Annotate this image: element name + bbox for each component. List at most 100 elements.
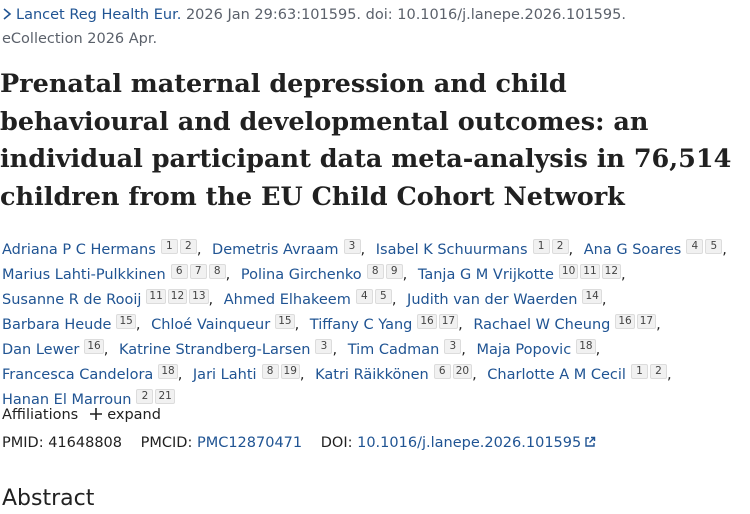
citation: Lancet Reg Health Eur. 2026 Jan 29:63:10… [2, 3, 626, 51]
affiliation-number[interactable]: 7 [189, 264, 207, 279]
author-separator: , [391, 292, 397, 308]
affiliation-number[interactable]: 11 [580, 264, 600, 279]
author-name[interactable]: Katrine Strandberg-Larsen [118, 342, 311, 358]
author-name[interactable]: Tim Cadman [347, 342, 440, 358]
author-name[interactable]: Hanan El Marroun [2, 392, 132, 408]
article-title: Prenatal maternal depression and child b… [0, 69, 732, 212]
expand-label: expand [107, 407, 161, 423]
expand-button[interactable]: expand [90, 407, 161, 423]
author: Barbara Heude 15, [2, 313, 140, 338]
affiliation-number[interactable]: 4 [355, 289, 373, 304]
affiliation-number[interactable]: 10 [558, 264, 579, 279]
author-name[interactable]: Charlotte A M Cecil [487, 367, 626, 383]
doi-label: DOI: [320, 435, 353, 451]
affiliation-number[interactable]: 16 [84, 339, 104, 354]
author-name[interactable]: Susanne R de Rooij [2, 292, 142, 308]
author-name[interactable]: Chloé Vainqueur [151, 317, 271, 333]
affiliation-number[interactable]: 2 [179, 239, 197, 254]
affiliation-number[interactable]: 5 [705, 239, 723, 254]
author-separator: , [595, 342, 601, 358]
affiliation-number[interactable]: 6 [170, 264, 188, 279]
author-name[interactable]: Dan Lewer [2, 342, 80, 358]
author: Charlotte A M Cecil 1 2, [487, 363, 672, 388]
plus-icon [90, 408, 103, 420]
author: Katri Räikkönen 6 20, [315, 363, 477, 388]
affiliation-number[interactable]: 13 [189, 289, 209, 304]
affiliation-number[interactable]: 17 [636, 314, 657, 329]
author: Adriana P C Hermans 1 2, [2, 238, 201, 263]
author: Marius Lahti-Pulkkinen 6 7 8, [2, 263, 230, 288]
affiliation-number[interactable]: 2 [136, 389, 154, 404]
affiliation-number[interactable]: 3 [315, 339, 333, 354]
affiliation-number[interactable]: 17 [438, 314, 459, 329]
author-list: Adriana P C Hermans 1 2, Demetris Avraam 3,… [2, 238, 737, 413]
affiliation-number[interactable]: 18 [158, 364, 178, 379]
author-name[interactable]: Marius Lahti-Pulkkinen [2, 267, 166, 283]
affiliation-number[interactable]: 3 [343, 239, 361, 254]
author: Isabel K Schuurmans 1 2, [376, 238, 573, 263]
affiliation-number[interactable]: 2 [551, 239, 569, 254]
affiliation-number[interactable]: 8 [261, 364, 279, 379]
affiliation-number[interactable]: 1 [160, 239, 178, 254]
affiliation-number[interactable]: 9 [385, 264, 403, 279]
author-separator: , [666, 367, 672, 383]
author-separator: , [294, 317, 300, 333]
author-name[interactable]: Isabel K Schuurmans [375, 242, 528, 258]
chevron-icon [3, 8, 12, 20]
affiliation-number[interactable]: 8 [366, 264, 384, 279]
affiliation-number[interactable]: 12 [167, 289, 188, 304]
author-separator: , [299, 367, 305, 383]
affiliation-number[interactable]: 15 [116, 314, 136, 329]
author-separator: , [177, 367, 183, 383]
affiliation-number[interactable]: 21 [155, 389, 175, 404]
affiliation-number[interactable]: 15 [275, 314, 295, 329]
external-link-icon [585, 436, 596, 447]
author-name[interactable]: Polina Girchenko [240, 267, 362, 283]
author-name[interactable]: Jari Lahti [192, 367, 257, 383]
author-name[interactable]: Rachael W Cheung [473, 317, 611, 333]
author-separator: , [461, 342, 466, 358]
affiliation-number[interactable]: 16 [615, 314, 635, 329]
affiliation-number[interactable]: 18 [576, 339, 596, 354]
author-name[interactable]: Barbara Heude [2, 317, 112, 333]
affiliation-number[interactable]: 20 [452, 364, 473, 379]
affiliation-number[interactable]: 4 [686, 239, 704, 254]
author: Susanne R de Rooij 11 12 13, [2, 288, 213, 313]
pmid-label: PMID: [2, 435, 44, 451]
pmcid-link[interactable]: PMC12870471 [196, 435, 303, 451]
affiliation-number[interactable]: 11 [146, 289, 166, 304]
affiliation-number[interactable]: 8 [208, 264, 226, 279]
author-name[interactable]: Katri Räikkönen [315, 367, 429, 383]
author-name[interactable]: Demetris Avraam [212, 242, 339, 258]
journal-link[interactable]: Lancet Reg Health Eur. [16, 7, 182, 23]
author-name[interactable]: Maja Popovic [476, 342, 572, 358]
author-name[interactable]: Tiffany C Yang [309, 317, 413, 333]
affiliations-toggle[interactable]: Affiliations expand [2, 403, 161, 427]
author-name[interactable]: Tanja G M Vrijkotte [417, 267, 554, 283]
affiliation-number[interactable]: 16 [417, 314, 437, 329]
affiliation-number[interactable]: 6 [433, 364, 451, 379]
affiliation-number[interactable]: 14 [582, 289, 602, 304]
affiliation-number[interactable]: 3 [444, 339, 462, 354]
author: Ana G Soares 4 5, [584, 238, 727, 263]
author: Tiffany C Yang 16 17, [310, 313, 463, 338]
affiliation-number[interactable]: 2 [649, 364, 667, 379]
affiliation-number[interactable]: 1 [630, 364, 648, 379]
affiliation-number[interactable]: 19 [280, 364, 300, 379]
author-name[interactable]: Ahmed Elhakeem [223, 292, 351, 308]
author-name[interactable]: Judith van der Waerden [407, 292, 578, 308]
author: Dan Lewer 16, [2, 338, 108, 363]
identifiers: PMID: 41648808 PMCID: PMC12870471 DOI: 1… [2, 431, 596, 455]
affiliation-number[interactable]: 1 [532, 239, 550, 254]
author-name[interactable]: Ana G Soares [583, 242, 682, 258]
affiliation-number[interactable]: 5 [374, 289, 392, 304]
author: Hanan El Marroun 2 21 [2, 388, 175, 413]
author: Judith van der Waerden 14, [407, 288, 606, 313]
affiliation-number[interactable]: 12 [601, 264, 622, 279]
doi-link[interactable]: 10.1016/j.lanepe.2026.101595 [357, 435, 596, 451]
author-separator: , [601, 292, 607, 308]
author-name[interactable]: Francesca Candelora [2, 367, 154, 383]
author: Jari Lahti 8 19, [193, 363, 305, 388]
author-name[interactable]: Adriana P C Hermans [2, 242, 156, 258]
author-separator: , [621, 267, 626, 283]
